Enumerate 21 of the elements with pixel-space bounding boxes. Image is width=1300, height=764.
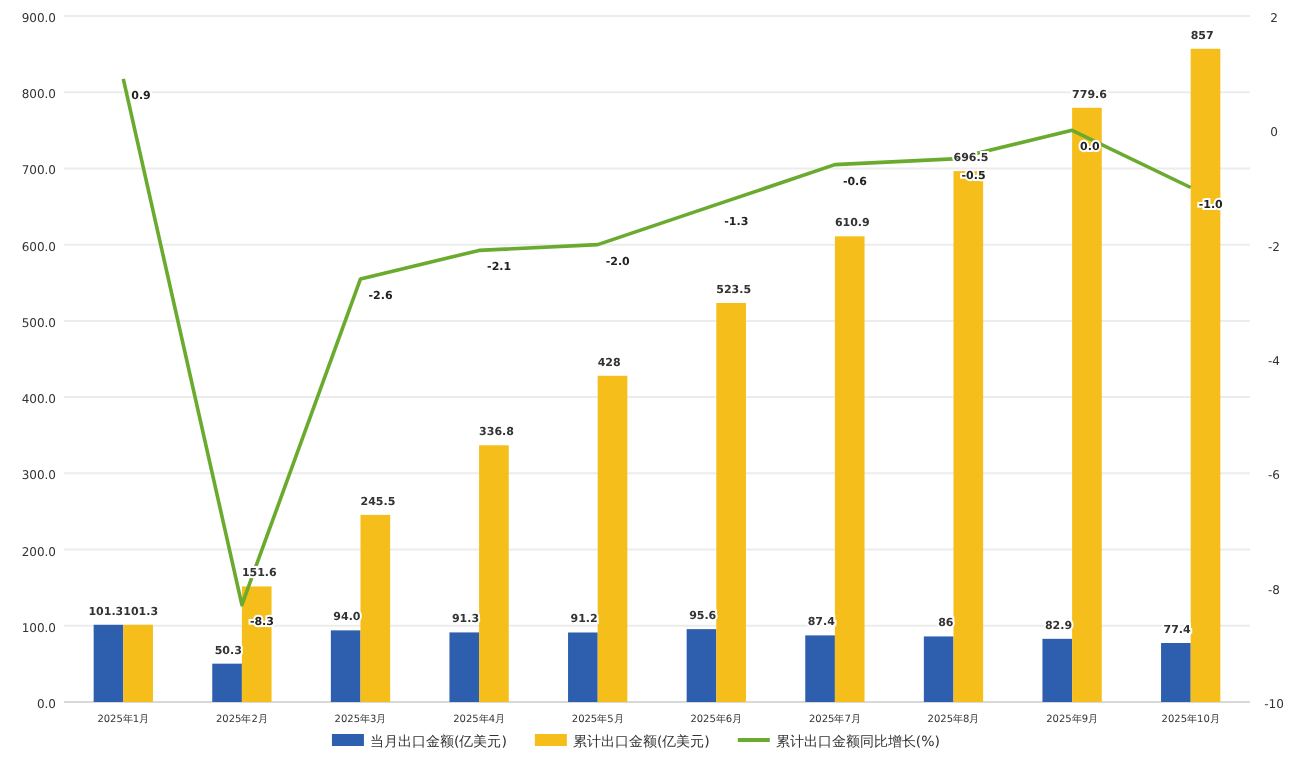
bar [1072,107,1102,702]
bar [241,586,272,702]
bar [479,445,509,702]
bar [568,632,598,702]
bar [123,624,153,702]
bar [716,302,746,702]
bar [93,624,124,702]
bar [360,514,391,702]
bar [1042,638,1073,702]
bar [330,630,361,702]
bar [686,629,717,702]
bar [212,663,242,702]
bar [834,236,865,702]
bar [1190,48,1221,702]
bar [1161,643,1191,702]
bar [923,636,954,702]
bar [953,171,984,702]
line-series [121,77,1193,607]
bar [449,632,480,702]
bar [805,635,835,702]
bar [597,375,628,702]
